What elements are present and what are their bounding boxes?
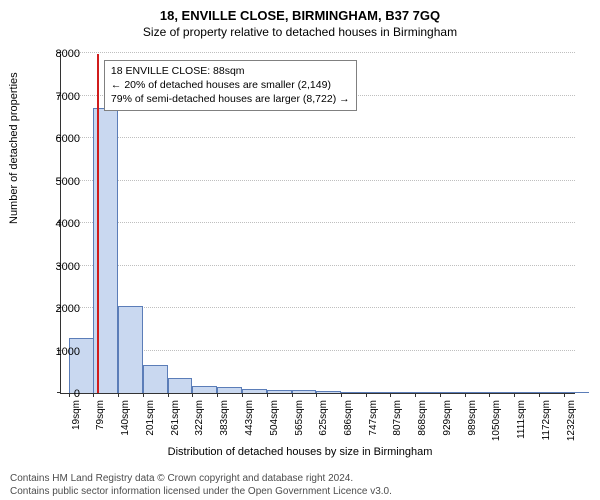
xtick-mark: [143, 393, 144, 397]
annotation-line1: 18 ENVILLE CLOSE: 88sqm: [111, 64, 350, 78]
xtick-label: 19sqm: [71, 400, 82, 430]
xtick-mark: [292, 393, 293, 397]
xtick-label: 261sqm: [170, 400, 181, 436]
histogram-bar: [514, 392, 539, 393]
xtick-mark: [93, 393, 94, 397]
histogram-bar: [341, 392, 366, 393]
ytick-label: 6000: [40, 133, 80, 145]
histogram-bar: [316, 391, 341, 393]
histogram-bar: [539, 392, 564, 393]
histogram-bar: [465, 392, 490, 393]
ytick-label: 2000: [40, 303, 80, 315]
xtick-mark: [415, 393, 416, 397]
xtick-mark: [242, 393, 243, 397]
gridline: [61, 222, 575, 223]
xtick-label: 1050sqm: [491, 400, 502, 441]
xtick-mark: [192, 393, 193, 397]
xtick-label: 504sqm: [269, 400, 280, 436]
xtick-label: 201sqm: [145, 400, 156, 436]
gridline: [61, 137, 575, 138]
histogram-bar: [366, 392, 391, 393]
xtick-mark: [539, 393, 540, 397]
footer-attribution: Contains HM Land Registry data © Crown c…: [10, 472, 590, 498]
xtick-mark: [390, 393, 391, 397]
xtick-mark: [564, 393, 565, 397]
xtick-label: 443sqm: [244, 400, 255, 436]
histogram-bar: [415, 392, 440, 393]
gridline: [61, 180, 575, 181]
histogram-bar: [168, 378, 193, 393]
xtick-mark: [118, 393, 119, 397]
ytick-label: 4000: [40, 218, 80, 230]
xtick-mark: [168, 393, 169, 397]
ytick-label: 3000: [40, 261, 80, 273]
footer-line1: Contains HM Land Registry data © Crown c…: [10, 472, 590, 485]
xtick-label: 1232sqm: [566, 400, 577, 441]
xtick-mark: [341, 393, 342, 397]
xtick-label: 747sqm: [368, 400, 379, 436]
histogram-bar: [489, 392, 514, 393]
histogram-bar: [292, 390, 317, 393]
marker-line: [97, 54, 99, 393]
xtick-mark: [465, 393, 466, 397]
xtick-label: 322sqm: [194, 400, 205, 436]
annotation-line3: 79% of semi-detached houses are larger (…: [111, 92, 350, 106]
xtick-label: 383sqm: [219, 400, 230, 436]
xtick-label: 565sqm: [294, 400, 305, 436]
xtick-mark: [267, 393, 268, 397]
xtick-mark: [489, 393, 490, 397]
xtick-label: 1172sqm: [541, 400, 552, 440]
histogram-bar: [217, 387, 242, 393]
ytick-label: 5000: [40, 176, 80, 188]
xtick-label: 807sqm: [392, 400, 403, 436]
x-axis-label: Distribution of detached houses by size …: [0, 446, 600, 458]
gridline: [61, 52, 575, 53]
xtick-label: 686sqm: [343, 400, 354, 436]
xtick-label: 989sqm: [467, 400, 478, 436]
histogram-bar: [267, 390, 292, 393]
histogram-bar: [143, 365, 168, 393]
xtick-mark: [366, 393, 367, 397]
annotation-box: 18 ENVILLE CLOSE: 88sqm← 20% of detached…: [104, 60, 357, 111]
xtick-label: 1111sqm: [516, 400, 527, 439]
footer-line2: Contains public sector information licen…: [10, 485, 590, 498]
histogram-bar: [118, 306, 143, 393]
xtick-label: 140sqm: [120, 400, 131, 436]
chart-title: 18, ENVILLE CLOSE, BIRMINGHAM, B37 7GQ: [0, 0, 600, 23]
y-axis-label: Number of detached properties: [8, 72, 20, 224]
histogram-bar: [390, 392, 415, 393]
xtick-mark: [514, 393, 515, 397]
chart-subtitle: Size of property relative to detached ho…: [0, 23, 600, 39]
histogram-bar: [192, 386, 217, 393]
ytick-label: 8000: [40, 48, 80, 60]
xtick-mark: [440, 393, 441, 397]
chart-container: 18, ENVILLE CLOSE, BIRMINGHAM, B37 7GQ S…: [0, 0, 600, 500]
ytick-label: 0: [40, 388, 80, 400]
xtick-label: 625sqm: [318, 400, 329, 436]
gridline: [61, 265, 575, 266]
histogram-bar: [440, 392, 465, 393]
ytick-label: 7000: [40, 91, 80, 103]
xtick-mark: [316, 393, 317, 397]
xtick-label: 79sqm: [95, 400, 106, 430]
xtick-label: 929sqm: [442, 400, 453, 436]
histogram-bar: [242, 389, 267, 393]
annotation-line2: ← 20% of detached houses are smaller (2,…: [111, 78, 350, 92]
histogram-bar: [564, 392, 589, 393]
xtick-mark: [217, 393, 218, 397]
xtick-label: 868sqm: [417, 400, 428, 436]
ytick-label: 1000: [40, 346, 80, 358]
